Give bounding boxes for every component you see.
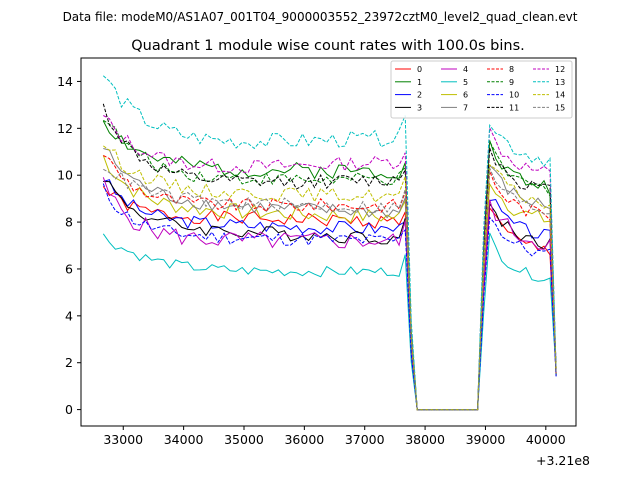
x-tick-label: 40000 <box>526 432 566 447</box>
y-tick-label: 4 <box>65 308 73 323</box>
x-tick-label: 38000 <box>405 432 445 447</box>
legend-label-6: 6 <box>463 91 468 100</box>
legend-label-12: 12 <box>555 65 565 74</box>
x-axis: 33000 34000 35000 36000 37000 38000 39000 40000 <box>103 426 566 447</box>
x-tick-label: 37000 <box>345 432 385 447</box>
legend-label-4: 4 <box>463 65 468 74</box>
legend-label-3: 3 <box>417 103 422 112</box>
x-tick-label: 34000 <box>164 432 204 447</box>
series-line-13 <box>102 75 557 411</box>
y-tick-label: 8 <box>65 215 73 230</box>
legend-label-8: 8 <box>509 65 514 74</box>
x-tick-label: 36000 <box>284 432 324 447</box>
legend-label-0: 0 <box>417 65 422 74</box>
legend-label-15: 15 <box>555 103 565 112</box>
chart-suptitle: Data file: modeM0/AS1A07_001T04_90000035… <box>63 10 578 24</box>
series-line-15 <box>103 168 557 411</box>
y-tick-label: 2 <box>65 355 73 370</box>
plot-frame <box>80 57 577 427</box>
y-tick-label: 0 <box>65 402 73 417</box>
chart-title: Quadrant 1 module wise count rates with … <box>131 38 525 54</box>
y-tick-label: 12 <box>57 121 73 136</box>
series-line-14 <box>103 145 557 411</box>
x-offset-label: +3.21e8 <box>536 453 590 468</box>
x-tick-label: 35000 <box>224 432 264 447</box>
y-tick-label: 10 <box>57 168 73 183</box>
legend-label-1: 1 <box>417 78 422 87</box>
x-tick-label: 39000 <box>466 432 506 447</box>
y-tick-label: 14 <box>57 74 73 89</box>
x-tick-label: 33000 <box>103 432 143 447</box>
plot-series-group <box>102 75 557 411</box>
legend-label-7: 7 <box>463 103 468 112</box>
y-axis: 0 2 4 6 8 10 12 14 <box>57 74 81 417</box>
legend-label-9: 9 <box>509 78 514 87</box>
legend-label-11: 11 <box>509 103 519 112</box>
legend-box <box>390 60 573 119</box>
legend-label-13: 13 <box>555 78 565 87</box>
legend-label-5: 5 <box>463 78 468 87</box>
legend-label-10: 10 <box>509 91 519 100</box>
legend-label-2: 2 <box>417 91 422 100</box>
series-line-10 <box>102 183 557 411</box>
series-line-5 <box>102 232 557 411</box>
y-tick-label: 6 <box>65 261 73 276</box>
legend-label-14: 14 <box>555 91 565 100</box>
